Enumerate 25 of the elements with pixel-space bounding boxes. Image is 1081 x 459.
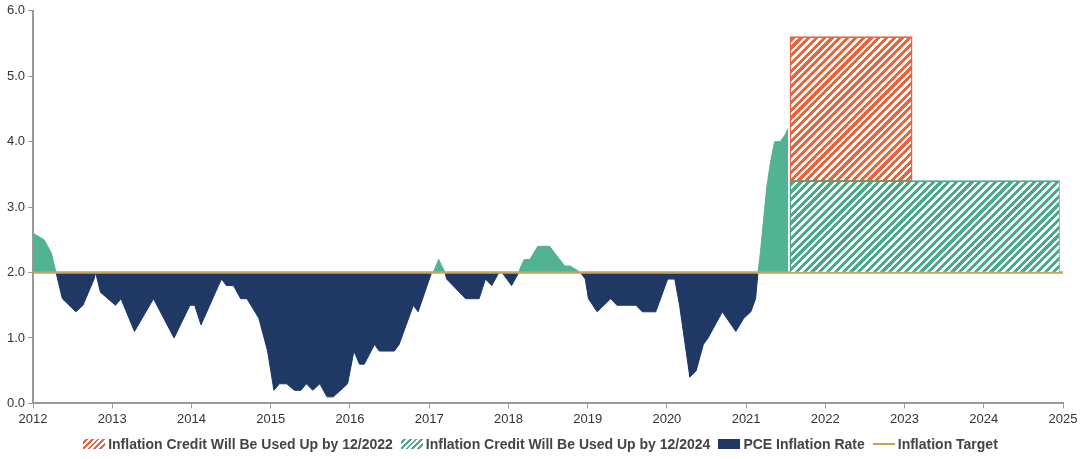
x-tick-label: 2017	[414, 410, 444, 426]
x-tick-label: 2021	[731, 410, 761, 426]
legend-label: PCE Inflation Rate	[743, 436, 865, 452]
y-tick-label: 0.0	[6, 394, 26, 410]
x-tick-label: 2025	[1048, 410, 1078, 426]
x-tick-label: 2020	[652, 410, 682, 426]
x-tick-label: 2024	[969, 410, 999, 426]
legend-label: Inflation Target	[897, 436, 998, 452]
y-tick-label: 2.0	[6, 264, 26, 280]
y-tick-label: 5.0	[6, 67, 26, 83]
x-tick-label: 2018	[493, 410, 523, 426]
x-tick-label: 2014	[177, 410, 206, 426]
x-tick-label: 2023	[890, 410, 920, 426]
y-tick-label: 6.0	[6, 2, 26, 18]
y-tick-label: 1.0	[6, 329, 26, 345]
x-tick-label: 2013	[97, 410, 127, 426]
x-tick-label: 2012	[18, 410, 48, 426]
y-tick-label: 4.0	[6, 133, 26, 149]
x-tick-label: 2016	[335, 410, 365, 426]
y-tick-label: 3.0	[6, 198, 26, 214]
x-tick-label: 2015	[256, 410, 286, 426]
legend-label: Inflation Credit Will Be Used Up by 12/2022	[108, 436, 393, 452]
x-tick-label: 2019	[573, 410, 603, 426]
legend-label: Inflation Credit Will Be Used Up by 12/2024	[425, 436, 711, 452]
x-tick-label: 2022	[810, 410, 840, 426]
